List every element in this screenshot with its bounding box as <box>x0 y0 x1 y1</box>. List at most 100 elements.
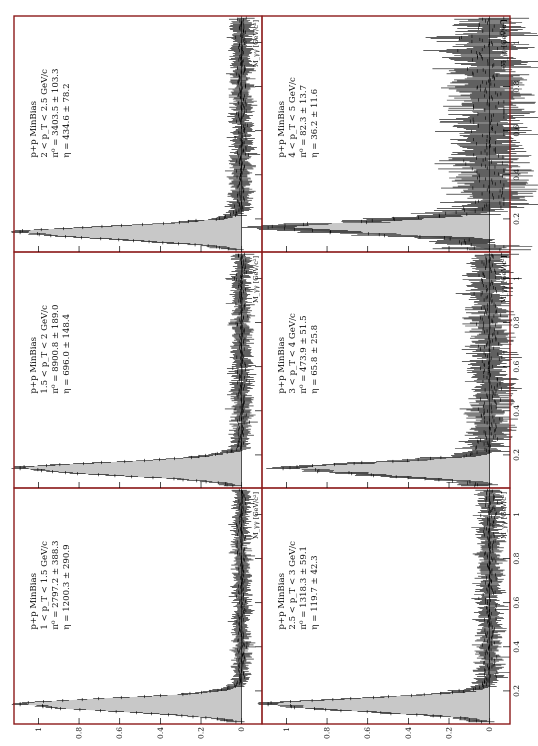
data-point <box>13 464 35 469</box>
signal-fill <box>268 199 490 250</box>
data-point <box>465 351 503 355</box>
data-point <box>176 478 190 482</box>
data-point <box>474 592 493 596</box>
data-point <box>481 629 507 633</box>
panel-1: 0 0.2 0.4 0.6 0.8 1 M_γγ [GeV/c²] p+p MinBias 1 … <box>11 487 263 739</box>
data-point <box>216 718 233 722</box>
data-point <box>73 225 93 230</box>
panel-info-line: π⁰ = 473.9 ± 51.5 <box>299 315 309 393</box>
data-point <box>471 596 487 601</box>
data-point <box>110 223 132 228</box>
data-point <box>187 715 199 719</box>
signal-fill <box>283 440 490 486</box>
data-point <box>30 468 46 472</box>
data-point <box>447 688 471 693</box>
panel-6: 0.2 0.4 0.6 0.8 1 M_γγ [GeV/c²] p+p MinBias 4 <… <box>241 15 538 253</box>
y-tick-label: 0 <box>237 727 246 732</box>
data-point <box>283 221 332 226</box>
data-point <box>406 713 428 717</box>
data-point <box>241 420 258 424</box>
data-point <box>356 473 387 477</box>
panel-4: 0.2 0.4 0.6 0.8 1 0 0.2 0.4 0.6 0.8 1 M_γγ [GeV/c²]… <box>257 487 521 739</box>
data-point <box>434 162 498 166</box>
data-point <box>73 236 90 240</box>
data-point <box>231 488 247 492</box>
data-point <box>305 707 324 711</box>
data-point <box>472 174 533 178</box>
data-point <box>228 17 247 21</box>
y-tick-label: 0.2 <box>445 727 454 739</box>
panel-2: M_γγ [GeV/c²] p+p MinBias 1.5 < p_T < 2 Ge… <box>11 251 263 489</box>
panel-info-line: π⁰ = 82.3 ± 13.7 <box>299 85 309 158</box>
panel-info-line: η = 1200.3 ± 290.9 <box>62 544 72 629</box>
data-point <box>475 488 500 492</box>
panel-5: 0.2 0.4 0.6 0.8 1 M_γγ [GeV/c²] p+p MinBias 3 <… <box>261 251 522 489</box>
data-point <box>49 462 70 467</box>
data-point <box>481 534 508 538</box>
y-tick-label: 0.6 <box>115 727 124 739</box>
data-point <box>387 235 453 239</box>
data-point <box>454 199 503 203</box>
data-point <box>129 711 143 715</box>
panel-info-line: p+p MinBias <box>29 337 39 394</box>
y-tick-label: 1 <box>34 727 43 732</box>
data-point <box>298 463 327 468</box>
data-point <box>301 468 330 472</box>
x-tick-label: 0.4 <box>512 641 521 653</box>
data-point <box>54 226 73 231</box>
data-point <box>436 206 491 210</box>
data-point <box>400 693 423 698</box>
data-point <box>108 238 129 242</box>
data-point <box>329 471 369 475</box>
data-point <box>77 697 88 702</box>
data-point <box>211 451 224 456</box>
data-point <box>132 222 153 227</box>
data-point <box>89 237 112 241</box>
data-point <box>206 245 227 249</box>
data-point <box>299 698 325 703</box>
data-point <box>457 26 500 30</box>
x-axis-label: M_γγ [GeV/c²] <box>252 256 260 303</box>
y-tick-label: 0.8 <box>323 727 332 739</box>
panel-info-line: η = 65.8 ± 25.8 <box>310 325 320 394</box>
data-point <box>58 471 73 475</box>
data-point <box>43 234 58 238</box>
data-point <box>166 242 191 246</box>
panel-info-line: p+p MinBias <box>277 573 287 630</box>
data-point <box>136 458 153 463</box>
data-point <box>453 716 469 720</box>
panel-info-line: 3 < p_T < 4 GeV/c <box>288 313 298 394</box>
data-point <box>125 475 139 479</box>
panel-info-line: p+p MinBias <box>29 101 39 158</box>
data-point <box>484 252 519 256</box>
data-point <box>175 714 189 718</box>
x-tick-label: 0.6 <box>512 361 521 373</box>
panel-info-line: π⁰ = 2797.2 ± 388.3 <box>51 541 61 630</box>
data-point <box>330 709 352 713</box>
data-point <box>236 526 252 530</box>
data-point <box>483 514 501 519</box>
data-point <box>229 272 244 277</box>
data-point <box>423 714 443 718</box>
data-point <box>231 379 247 383</box>
data-point <box>144 476 162 480</box>
data-point <box>95 709 106 713</box>
data-point <box>112 695 130 700</box>
data-point <box>151 241 175 245</box>
data-point <box>93 696 105 701</box>
panel-info-line: 2.5 < p_T < 3 GeV/c <box>288 541 298 630</box>
data-point <box>108 710 125 714</box>
x-tick-label: 0.8 <box>512 80 521 92</box>
y-tick-label: 0.6 <box>363 727 372 739</box>
data-point <box>472 618 498 622</box>
x-axis-label: M_γγ [GeV/c²] <box>500 492 508 539</box>
data-point <box>187 218 205 223</box>
panel-info-line: η = 36.2 ± 11.6 <box>310 89 320 158</box>
data-point <box>469 160 514 164</box>
data-point <box>448 106 499 110</box>
data-point <box>55 235 77 239</box>
data-point <box>465 154 532 158</box>
panel-info-line: π⁰ = 1318.3 ± 59.1 <box>299 546 309 630</box>
data-point <box>481 27 523 31</box>
data-point <box>467 438 493 442</box>
